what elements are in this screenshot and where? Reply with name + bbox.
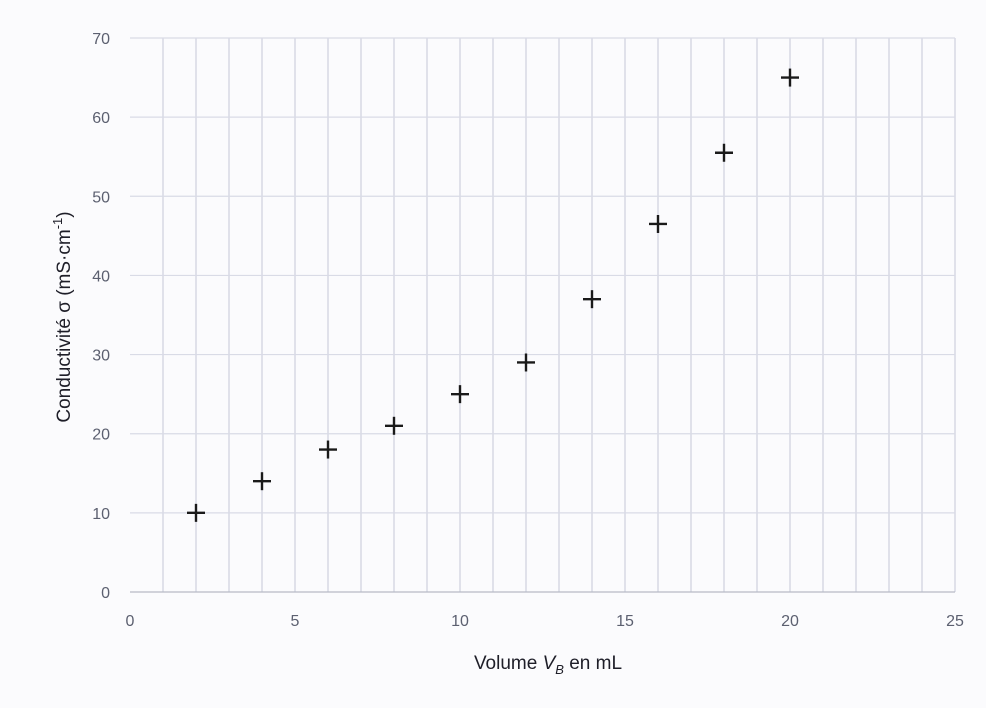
y-tick-label: 60 <box>92 110 110 127</box>
x-tick-label: 5 <box>291 613 300 630</box>
data-point <box>649 214 667 233</box>
y-tick-label: 30 <box>92 348 110 365</box>
y-axis-title: Conductivité σ (mS·cm-1) <box>50 211 75 422</box>
data-point <box>715 143 733 162</box>
x-tick-label: 25 <box>946 613 964 630</box>
grid <box>130 37 956 592</box>
data-points <box>187 68 799 522</box>
data-point <box>517 353 535 372</box>
data-point <box>385 416 403 435</box>
data-point <box>253 472 271 491</box>
data-point <box>319 440 337 459</box>
y-tick-label: 70 <box>92 31 110 48</box>
x-tick-label: 15 <box>616 613 634 630</box>
y-tick-label: 0 <box>101 585 110 602</box>
y-tick-label: 40 <box>92 268 110 285</box>
x-tick-label: 10 <box>451 613 469 630</box>
x-tick-label: 0 <box>126 613 135 630</box>
y-tick-label: 50 <box>92 189 110 206</box>
data-point <box>451 385 469 404</box>
x-axis-title: Volume VB en mL <box>474 653 622 677</box>
y-tick-label: 20 <box>92 427 110 444</box>
tick-labels: 0 10 20 30 40 50 60 70 0 5 10 15 20 25 <box>92 31 964 630</box>
data-point <box>187 503 205 522</box>
x-tick-label: 20 <box>781 613 799 630</box>
data-point <box>583 290 601 309</box>
y-tick-label: 10 <box>92 506 110 523</box>
data-point <box>781 68 799 87</box>
